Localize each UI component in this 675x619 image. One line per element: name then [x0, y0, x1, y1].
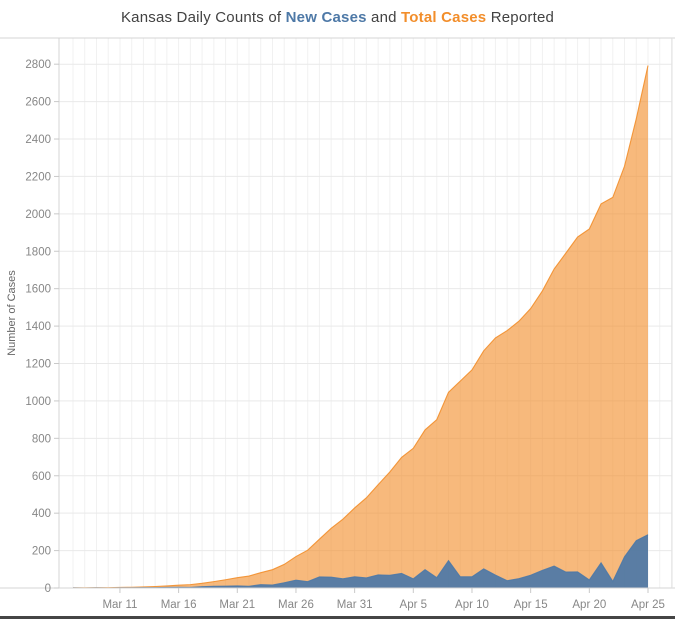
chart-title-prefix: Kansas Daily Counts of	[120, 9, 282, 26]
y-tick-label: 600	[32, 471, 51, 483]
new-cases-line	[72, 534, 649, 589]
chart-title-new-cases: New Cases	[285, 9, 367, 26]
y-tick-label: 800	[32, 433, 51, 445]
total-cases-line	[73, 65, 649, 589]
chart-title-total-cases: Total Cases	[401, 9, 487, 26]
x-tick-label: Mar 31	[337, 599, 373, 611]
y-tick-label: 1400	[25, 321, 51, 333]
x-tick-label: Mar 16	[161, 599, 197, 611]
y-tick-label: 1600	[25, 284, 51, 296]
chart-title-suffix: Reported	[490, 9, 555, 26]
y-tick-label: 2400	[25, 134, 51, 146]
y-tick-label: 2600	[25, 97, 51, 109]
chart-title: Kansas Daily Counts of New Cases and Tot…	[0, 0, 675, 38]
total-cases-area[interactable]	[73, 65, 648, 589]
x-tick-label: Apr 5	[400, 599, 428, 611]
y-tick-label: 200	[32, 546, 51, 558]
x-tick-label: Apr 20	[572, 599, 606, 611]
y-tick-label: 0	[45, 583, 51, 595]
y-tick-label: 400	[32, 508, 51, 520]
chart-title-and: and	[371, 9, 397, 26]
x-tick-label: Apr 10	[455, 599, 489, 611]
x-tick-label: Mar 11	[102, 599, 137, 611]
x-tick-label: Mar 26	[278, 599, 314, 611]
y-tick-label: 1000	[25, 396, 51, 408]
x-tick-label: Apr 15	[514, 599, 548, 611]
x-tick-label: Apr 25	[631, 599, 665, 611]
x-tick-label: Mar 21	[219, 599, 255, 611]
y-tick-label: 2800	[25, 59, 51, 71]
y-axis-title: Number of Cases	[6, 270, 18, 356]
y-tick-label: 2200	[25, 171, 51, 183]
window-bottom-border	[0, 616, 675, 619]
y-tick-label: 1200	[25, 359, 51, 371]
y-tick-label: 2000	[25, 209, 51, 221]
y-tick-label: 1800	[25, 246, 51, 258]
